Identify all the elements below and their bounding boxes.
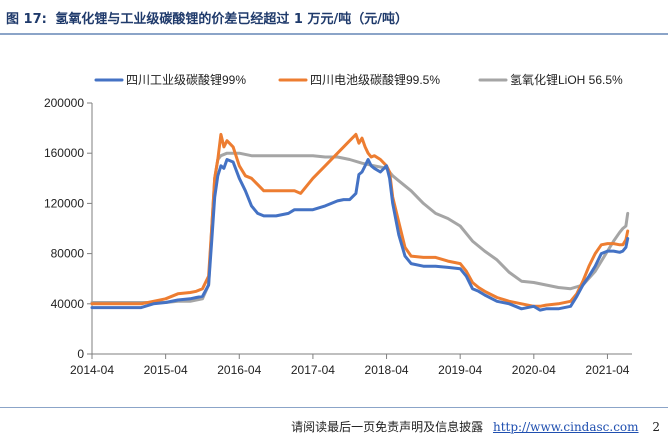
legend-label-1: 四川工业级碳酸锂99% — [126, 72, 246, 87]
legend-label-3: 氢氧化锂LiOH 56.5% — [510, 72, 623, 87]
x-tick-label: 2020-04 — [512, 363, 556, 377]
x-tick-label: 2018-04 — [365, 363, 409, 377]
footer-url-link[interactable]: http://www.cindasc.com — [493, 420, 639, 434]
x-tick-label: 2015-04 — [144, 363, 188, 377]
y-tick-label: 200000 — [44, 96, 84, 110]
footer: 请阅读最后一页免责声明及信息披露 http://www.cindasc.com … — [291, 418, 660, 435]
y-tick-label: 40000 — [51, 297, 85, 311]
x-tick-label: 2021-04 — [585, 363, 629, 377]
figure-title: 图 17: 氢氧化锂与工业级碳酸锂的价差已经超过 1 万元/吨（元/吨） — [6, 8, 408, 27]
x-tick-label: 2017-04 — [291, 363, 335, 377]
page-number: 2 — [652, 420, 660, 434]
title-divider — [0, 33, 668, 35]
x-tick-label: 2014-04 — [70, 363, 114, 377]
y-tick-label: 120000 — [44, 196, 84, 210]
figure-number: 图 17: — [6, 12, 47, 27]
y-tick-label: 80000 — [51, 247, 85, 261]
footer-disclaimer: 请阅读最后一页免责声明及信息披露 — [291, 420, 484, 434]
y-tick-label: 0 — [77, 347, 84, 361]
figure-title-text: 氢氧化锂与工业级碳酸锂的价差已经超过 1 万元/吨（元/吨） — [55, 12, 408, 27]
x-tick-label: 2016-04 — [217, 363, 261, 377]
y-tick-label: 160000 — [44, 146, 84, 160]
series-line-1 — [90, 158, 630, 312]
line-chart: 0 40000 80000 120000 160000 200000 2014-04 2015… — [44, 72, 632, 377]
legend-label-2: 四川电池级碳酸锂99.5% — [310, 72, 440, 87]
footer-divider — [0, 407, 668, 408]
x-tick-label: 2019-04 — [438, 363, 482, 377]
series-line-2 — [90, 132, 630, 308]
